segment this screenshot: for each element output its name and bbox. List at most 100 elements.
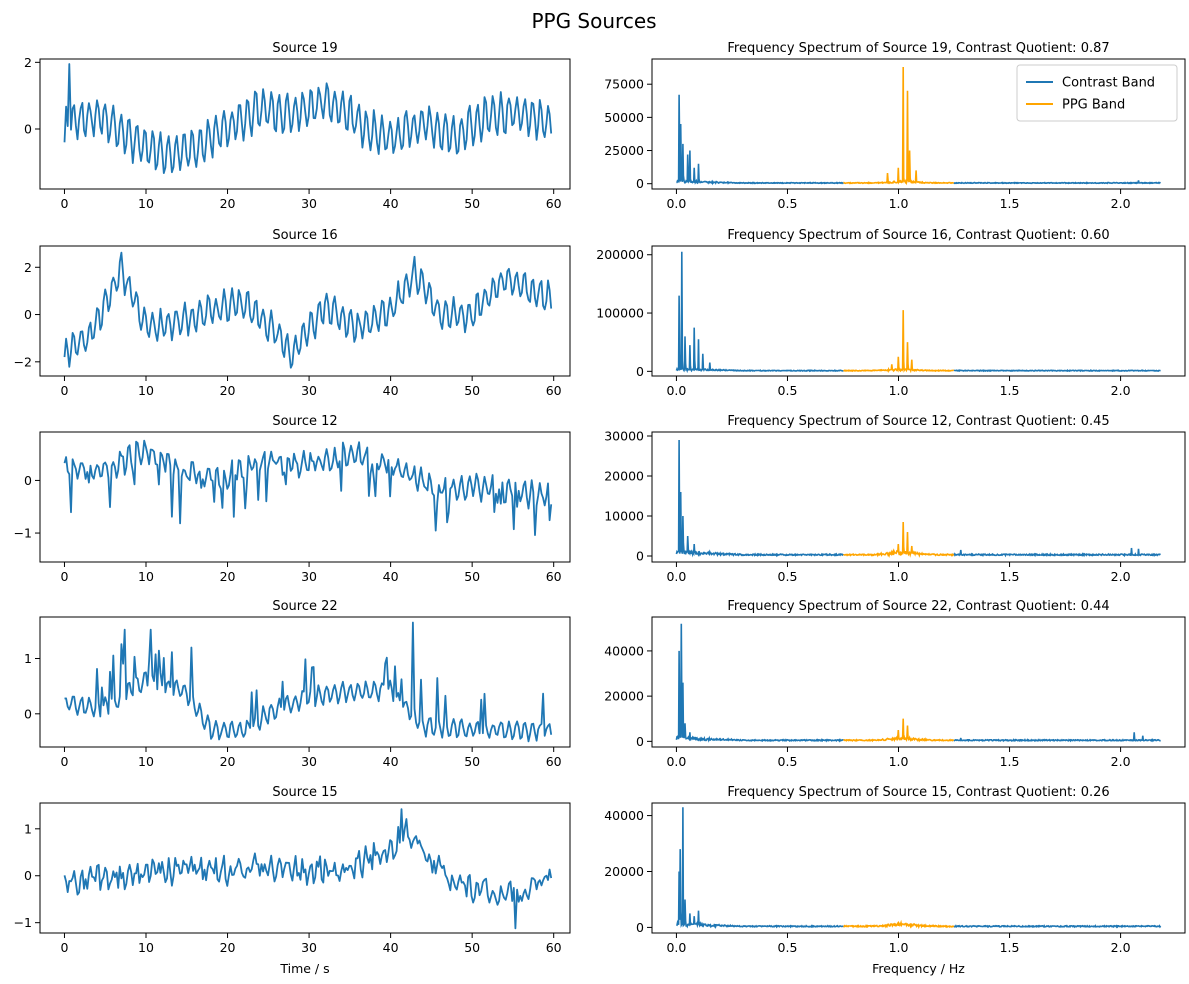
ppg-band-line bbox=[843, 66, 954, 186]
y-tick-label: 0 bbox=[24, 473, 32, 488]
y-tick-label: 1 bbox=[24, 821, 32, 836]
y-tick-label: 0 bbox=[24, 706, 32, 721]
x-tick-label: 50 bbox=[464, 196, 480, 211]
x-tick-label: 1.0 bbox=[889, 383, 909, 398]
y-tick-label: −1 bbox=[14, 526, 32, 541]
x-tick-label: 1.5 bbox=[1000, 383, 1020, 398]
panel-title: Frequency Spectrum of Source 19, Contras… bbox=[727, 41, 1109, 56]
x-tick-label: 20 bbox=[220, 754, 236, 769]
y-tick-label: 2 bbox=[24, 260, 32, 275]
axes-frame bbox=[651, 616, 1186, 748]
ppg-band-line bbox=[843, 919, 955, 930]
legend-label: PPG Band bbox=[1062, 98, 1125, 113]
x-tick-label: 50 bbox=[464, 569, 480, 584]
x-tick-label: 60 bbox=[546, 754, 562, 769]
panel-9: Source 15 0 10 20 30 40 50 60 −1 0 1 Time / s bbox=[14, 785, 571, 976]
x-tick-label: 1.0 bbox=[889, 754, 909, 769]
x-tick-label: 1.5 bbox=[1000, 569, 1020, 584]
x-tick-label: 20 bbox=[220, 569, 236, 584]
axes-frame bbox=[39, 431, 571, 563]
panel-3: Source 16 0 10 20 30 40 50 60 −2 0 2 bbox=[14, 228, 571, 398]
x-tick-label: 0 bbox=[60, 569, 68, 584]
y-tick-label: 30000 bbox=[604, 429, 644, 444]
x-tick-label: 1.0 bbox=[889, 196, 909, 211]
y-tick-label: 50000 bbox=[604, 110, 644, 125]
x-tick-label: 0 bbox=[60, 383, 68, 398]
panel-7: Source 22 0 10 20 30 40 50 60 0 1 bbox=[24, 599, 571, 769]
x-tick-label: 0.0 bbox=[666, 940, 686, 955]
x-tick-label: 30 bbox=[301, 940, 317, 955]
x-tick-label: 60 bbox=[546, 196, 562, 211]
x-tick-label: 0.5 bbox=[778, 569, 798, 584]
contrast-band-line bbox=[676, 94, 1161, 186]
axes-frame bbox=[39, 245, 571, 377]
x-tick-label: 60 bbox=[546, 940, 562, 955]
panel-4: Frequency Spectrum of Source 16, Contras… bbox=[596, 228, 1186, 398]
x-tick-label: 0 bbox=[60, 196, 68, 211]
panel-title: Frequency Spectrum of Source 16, Contras… bbox=[727, 228, 1109, 243]
x-tick-label: 60 bbox=[546, 569, 562, 584]
x-tick-label: 2.0 bbox=[1111, 940, 1131, 955]
contrast-band-line bbox=[675, 439, 1161, 558]
x-tick-label: 40 bbox=[383, 383, 399, 398]
y-tick-label: 1 bbox=[24, 651, 32, 666]
x-tick-label: 40 bbox=[383, 940, 399, 955]
x-tick-label: 50 bbox=[464, 754, 480, 769]
y-tick-label: 40000 bbox=[604, 808, 644, 823]
ppg-band-line bbox=[843, 521, 955, 558]
x-tick-label: 50 bbox=[464, 940, 480, 955]
x-tick-label: 0.5 bbox=[778, 940, 798, 955]
legend-label: Contrast Band bbox=[1062, 76, 1155, 91]
x-tick-label: 0.0 bbox=[666, 754, 686, 769]
panel-title: Source 15 bbox=[272, 785, 337, 800]
y-tick-label: 0 bbox=[636, 364, 644, 379]
x-tick-label: 0.5 bbox=[778, 196, 798, 211]
x-tick-label: 10 bbox=[138, 196, 154, 211]
x-axis-label: Frequency / Hz bbox=[872, 961, 965, 976]
x-tick-label: 0.0 bbox=[666, 569, 686, 584]
y-tick-label: −1 bbox=[14, 915, 32, 930]
x-tick-label: 2.0 bbox=[1111, 196, 1131, 211]
x-tick-label: 40 bbox=[383, 754, 399, 769]
x-tick-label: 10 bbox=[138, 754, 154, 769]
ppg-band-line bbox=[843, 310, 954, 374]
y-tick-label: 20000 bbox=[604, 469, 644, 484]
panel-title: Source 22 bbox=[272, 599, 337, 614]
y-tick-label: 2 bbox=[24, 55, 32, 70]
panel-title: Frequency Spectrum of Source 22, Contras… bbox=[727, 599, 1109, 614]
axes-frame bbox=[39, 616, 571, 748]
panel-8: Frequency Spectrum of Source 22, Contras… bbox=[604, 599, 1186, 769]
y-tick-label: 0 bbox=[24, 868, 32, 883]
panel-title: Frequency Spectrum of Source 12, Contras… bbox=[727, 414, 1109, 429]
y-tick-label: 0 bbox=[24, 122, 32, 137]
y-tick-label: 200000 bbox=[596, 247, 644, 262]
y-tick-label: −2 bbox=[14, 354, 32, 369]
signal-line bbox=[63, 251, 553, 369]
contrast-band-line bbox=[676, 807, 1162, 930]
contrast-band-line bbox=[675, 623, 1161, 743]
y-tick-label: 20000 bbox=[604, 864, 644, 879]
y-tick-label: 40000 bbox=[604, 643, 644, 658]
panel-1: Source 19 0 10 20 30 40 50 60 0 2 bbox=[24, 41, 571, 211]
x-tick-label: 1.5 bbox=[1000, 754, 1020, 769]
y-tick-label: 100000 bbox=[596, 306, 644, 321]
axes-frame bbox=[651, 431, 1186, 563]
panel-title: Frequency Spectrum of Source 15, Contras… bbox=[727, 785, 1109, 800]
figure-title: PPG Sources bbox=[531, 9, 656, 33]
signal-line bbox=[63, 63, 553, 174]
x-tick-label: 0 bbox=[60, 940, 68, 955]
legend: Contrast Band PPG Band bbox=[1016, 64, 1178, 122]
ppg-band-line bbox=[843, 718, 955, 743]
x-tick-label: 20 bbox=[220, 196, 236, 211]
y-tick-label: 0 bbox=[636, 920, 644, 935]
x-tick-label: 0.5 bbox=[778, 754, 798, 769]
x-tick-label: 30 bbox=[301, 569, 317, 584]
plot-area bbox=[675, 439, 1161, 558]
x-tick-label: 40 bbox=[383, 196, 399, 211]
axes-frame bbox=[651, 58, 1186, 190]
x-tick-label: 10 bbox=[138, 940, 154, 955]
axes-frame bbox=[651, 245, 1186, 377]
axes-frame bbox=[39, 58, 571, 190]
